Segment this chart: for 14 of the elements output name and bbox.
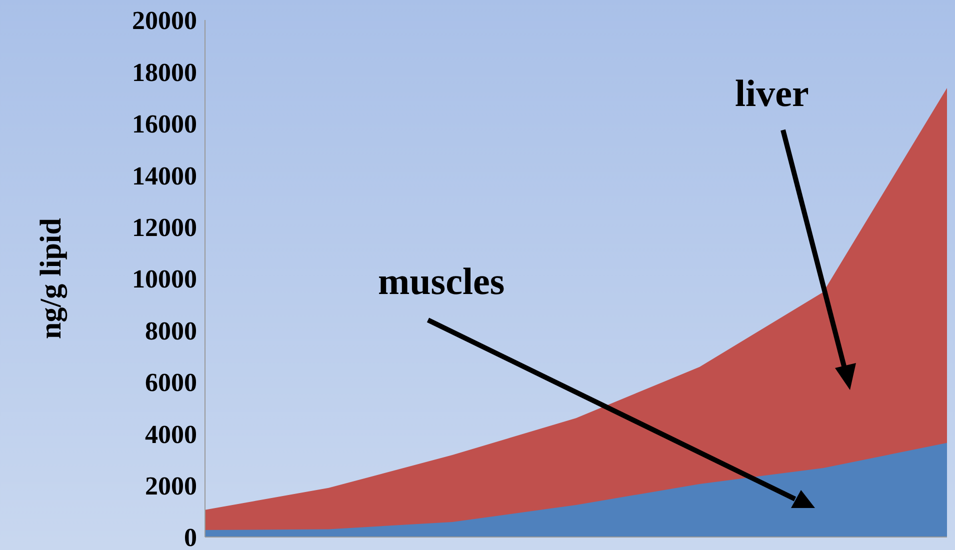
y-tick-label: 2000 <box>145 472 197 501</box>
y-tick-label: 12000 <box>132 213 197 242</box>
text: muscles <box>378 260 505 304</box>
y-tick-label: 16000 <box>132 110 197 139</box>
text: liver <box>735 72 809 116</box>
y-tick-label: 14000 <box>132 161 197 190</box>
y-tick-label: 6000 <box>145 368 197 398</box>
y-tick-label: 8000 <box>145 316 197 346</box>
y-tick-label: 20000 <box>132 6 197 36</box>
y-axis-title: ng/g lipid <box>34 218 68 339</box>
y-tick-label: 4000 <box>145 420 197 449</box>
y-tick-label: 18000 <box>132 58 197 87</box>
y-tick-label: 10000 <box>132 264 197 294</box>
y-tick-label: 0 <box>184 523 197 550</box>
